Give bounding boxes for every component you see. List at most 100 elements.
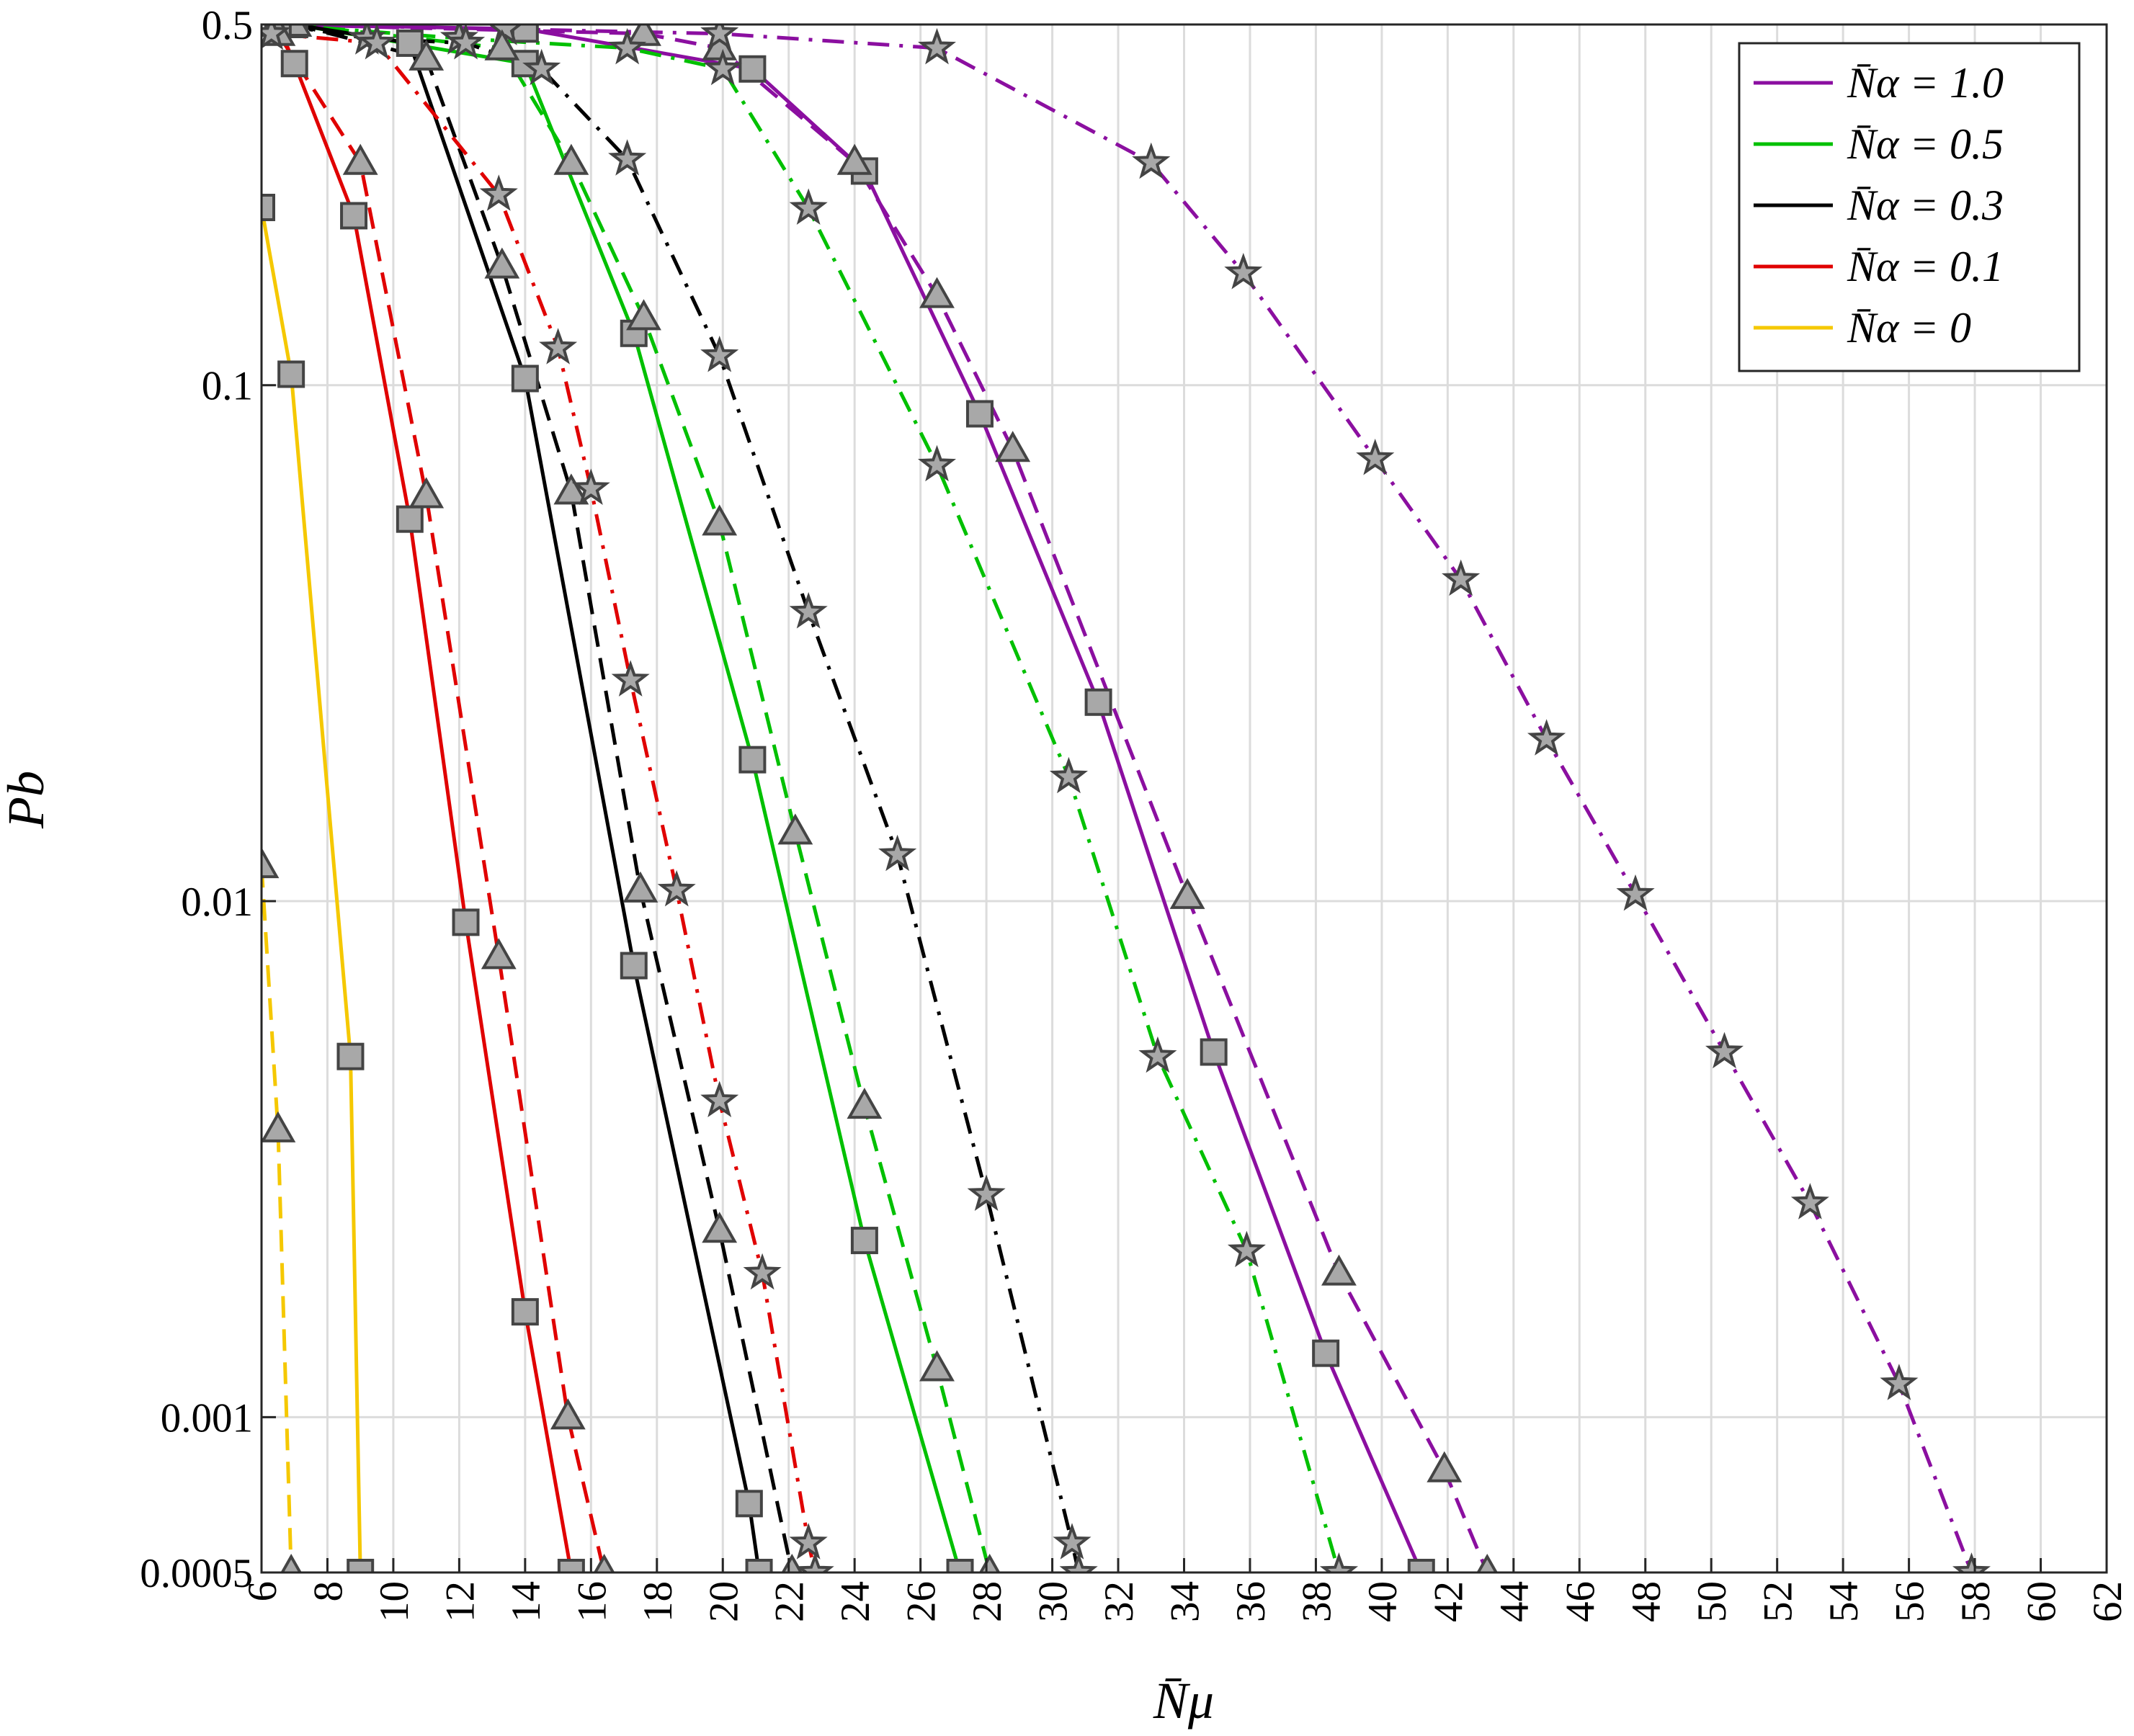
marker-square <box>1407 1559 1435 1572</box>
x-tick-label: 62 <box>2085 1581 2130 1622</box>
x-axis-label: N̄μ <box>1153 1672 1214 1730</box>
marker-star <box>1132 142 1171 179</box>
x-tick-label: 10 <box>372 1581 417 1622</box>
y-axis-label: Pb <box>0 771 55 829</box>
marker-star <box>743 1253 782 1290</box>
x-tick-label: 36 <box>1228 1581 1274 1622</box>
marker-star <box>700 1080 739 1118</box>
legend: N̄α = 1.0 N̄α = 0.5 N̄α = 0.3 N̄α = 0.1 N̄α … <box>1738 42 2081 372</box>
marker-square <box>965 400 994 428</box>
marker-star <box>1319 1552 1359 1572</box>
x-tick-label: 56 <box>1888 1581 1933 1622</box>
marker-star <box>262 24 291 50</box>
marker-star <box>1227 1230 1266 1268</box>
legend-label: N̄α = 0.1 <box>1847 243 2004 290</box>
series-line <box>277 24 1973 1572</box>
x-tick-label: 42 <box>1426 1581 1471 1622</box>
marker-triangle <box>995 431 1031 462</box>
marker-star <box>571 468 610 506</box>
marker-star <box>608 139 647 176</box>
marker-triangle <box>1476 1553 1499 1572</box>
x-tick-label: 16 <box>569 1581 615 1622</box>
marker-star <box>446 24 486 60</box>
marker-square <box>396 505 424 533</box>
marker-star <box>1059 1552 1098 1572</box>
x-tick-label: 14 <box>504 1581 549 1622</box>
marker-square <box>735 1490 763 1518</box>
y-tick-label: 0.1 <box>202 364 253 409</box>
marker-triangle <box>262 1111 296 1142</box>
marker-triangle <box>919 277 955 308</box>
marker-square <box>277 360 305 388</box>
x-tick-label: 40 <box>1360 1581 1406 1622</box>
marker-square <box>1200 1038 1228 1066</box>
marker-square <box>511 24 539 43</box>
marker-square <box>557 1559 585 1572</box>
y-tick-label: 0.0005 <box>140 1551 253 1596</box>
legend-label: N̄α = 1.0 <box>1847 59 2004 107</box>
marker-star <box>789 188 828 225</box>
marker-triangle <box>1321 1254 1357 1286</box>
marker-square <box>396 29 424 57</box>
series-line <box>277 24 1489 1572</box>
marker-star <box>1705 1032 1744 1069</box>
marker-star <box>1527 719 1566 756</box>
marker-triangle <box>280 1553 302 1572</box>
x-tick-label: 26 <box>899 1581 945 1622</box>
marker-triangle <box>702 504 738 536</box>
marker-triangle <box>626 299 661 331</box>
marker-triangle <box>481 938 517 970</box>
x-tick-label: 8 <box>305 1581 351 1602</box>
marker-star <box>1880 1364 1919 1400</box>
marker-triangle <box>553 143 589 175</box>
marker-square <box>262 193 275 221</box>
marker-star <box>1356 438 1395 475</box>
marker-triangle <box>409 39 445 71</box>
marker-star <box>789 1523 828 1560</box>
marker-square <box>280 50 308 78</box>
marker-triangle <box>626 24 661 46</box>
x-tick-label: 22 <box>767 1581 813 1622</box>
marker-star <box>657 870 696 907</box>
x-tick-label: 30 <box>1031 1581 1076 1622</box>
marker-triangle <box>847 1088 883 1119</box>
x-tick-label: 48 <box>1624 1581 1669 1622</box>
x-tick-label: 20 <box>701 1581 746 1622</box>
marker-star <box>522 48 561 86</box>
marker-triangle <box>836 143 872 175</box>
marker-square <box>738 55 767 83</box>
marker-triangle <box>553 473 589 505</box>
marker-star <box>1049 756 1089 794</box>
marker-star <box>918 27 956 65</box>
marker-square <box>946 1559 974 1572</box>
legend-label: N̄α = 0.3 <box>1847 182 2004 229</box>
marker-triangle <box>550 1398 586 1430</box>
marker-star <box>1952 1552 1991 1572</box>
marker-triangle <box>919 1350 955 1382</box>
marker-star <box>1442 559 1481 596</box>
x-tick-label: 12 <box>437 1581 483 1622</box>
x-tick-label: 6 <box>240 1581 285 1602</box>
x-tick-label: 24 <box>833 1581 878 1622</box>
marker-triangle <box>978 1553 1001 1572</box>
marker-star <box>967 1174 1006 1211</box>
marker-triangle <box>1169 877 1205 909</box>
marker-triangle <box>777 813 813 845</box>
marker-star <box>1790 1183 1829 1220</box>
marker-star <box>700 335 739 372</box>
marker-star <box>539 328 578 364</box>
legend-label: N̄α = 0 <box>1847 304 1971 352</box>
x-tick-label: 38 <box>1294 1581 1339 1622</box>
marker-square <box>452 908 480 936</box>
marker-square <box>1084 688 1112 716</box>
marker-triangle <box>484 29 520 61</box>
legend-label: N̄α = 0.5 <box>1847 120 2004 168</box>
x-tick-label: 34 <box>1163 1581 1208 1622</box>
marker-square <box>511 364 539 393</box>
marker-star <box>700 24 739 50</box>
grid <box>260 23 2108 1574</box>
series-line <box>262 207 362 1572</box>
marker-square <box>336 1042 365 1070</box>
marker-star <box>703 48 742 86</box>
